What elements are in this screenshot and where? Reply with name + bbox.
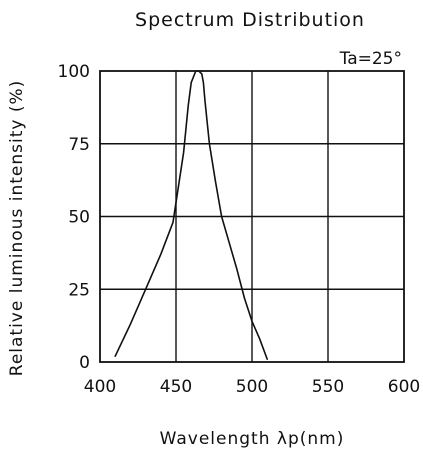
- y-tick-label-0: 0: [79, 353, 90, 373]
- y-tick-label-1: 25: [68, 280, 90, 300]
- x-tick-labels: 400 450 500 550 600: [84, 377, 420, 397]
- y-tick-label-4: 100: [58, 62, 90, 82]
- y-tick-label-2: 50: [68, 208, 90, 228]
- x-tick-label-0: 400: [84, 377, 116, 397]
- x-tick-label-1: 450: [160, 377, 192, 397]
- y-tick-label-3: 75: [68, 135, 90, 155]
- x-tick-label-3: 550: [312, 377, 344, 397]
- y-tick-labels: 0 25 50 75 100: [58, 62, 90, 373]
- y-axis-label: Relative luminous intensity (%): [7, 80, 27, 376]
- spectrum-series-line: [114, 70, 268, 360]
- x-axis-label: Wavelength λp(nm): [160, 429, 345, 449]
- plot-frame: [99, 70, 405, 363]
- chart-title: Spectrum Distribution: [135, 9, 365, 31]
- x-tick-label-2: 500: [236, 377, 268, 397]
- grid-lines: [100, 71, 404, 362]
- x-tick-label-4: 600: [388, 377, 420, 397]
- temperature-annotation: Ta=25°: [339, 49, 402, 69]
